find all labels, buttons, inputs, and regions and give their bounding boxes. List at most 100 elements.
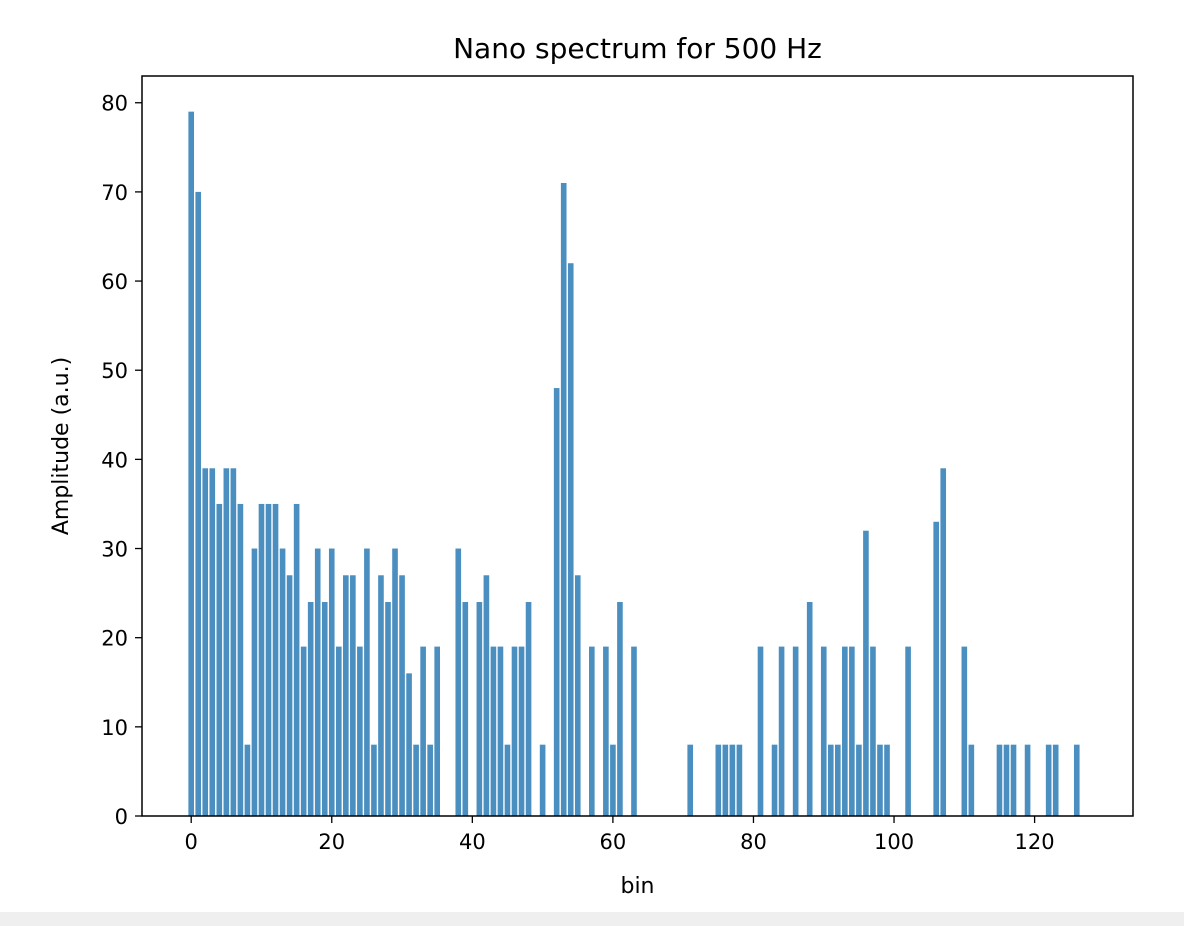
bar-bin-34	[427, 744, 433, 816]
bar-bin-119	[1024, 744, 1031, 816]
x-axis-label: bin	[620, 874, 654, 899]
bar-bin-10	[258, 503, 265, 816]
bar-bin-12	[272, 503, 279, 816]
bar-bin-16	[300, 646, 307, 816]
bar-bin-43	[490, 646, 497, 816]
bar-bin-97	[870, 646, 876, 816]
y-tick-label: 0	[115, 805, 128, 829]
bar-bin-98	[877, 744, 883, 816]
bar-bin-106	[933, 521, 940, 816]
y-tick-label: 50	[101, 359, 128, 383]
bar-bin-45	[504, 744, 511, 816]
bar-bin-115	[996, 744, 1003, 816]
bar-bin-9	[251, 548, 258, 816]
bar-bin-4	[216, 503, 223, 816]
bar-bin-24	[357, 646, 363, 816]
bar-bin-90	[820, 646, 827, 816]
bar-bin-77	[729, 744, 736, 816]
bar-bin-95	[856, 744, 862, 816]
bar-bin-27	[378, 575, 384, 816]
bar-bin-60	[610, 744, 616, 816]
bar-bin-25	[364, 548, 370, 816]
bar-bin-61	[617, 602, 623, 816]
x-tick-label: 60	[600, 830, 627, 854]
bar-bin-31	[406, 673, 412, 816]
y-tick-label: 40	[101, 448, 128, 472]
x-tick-label: 100	[874, 830, 914, 854]
bar-bin-32	[413, 744, 419, 816]
x-tick-label: 80	[740, 830, 767, 854]
bar-bin-55	[574, 575, 581, 816]
y-tick-label: 80	[101, 92, 128, 116]
bar-bin-75	[715, 744, 722, 816]
bar-bin-7	[237, 503, 244, 816]
bar-bin-110	[961, 646, 968, 816]
bar-bin-18	[314, 548, 321, 816]
bar-bin-28	[385, 602, 391, 816]
bar-bin-21	[335, 646, 342, 816]
bars-layer	[188, 111, 1080, 817]
bar-bin-59	[603, 646, 609, 816]
y-tick-label: 20	[101, 627, 128, 651]
bar-bin-5	[223, 468, 230, 816]
y-tick-label: 10	[101, 716, 128, 740]
bar-bin-54	[567, 263, 574, 817]
bar-bin-84	[778, 646, 785, 816]
bar-bin-52	[553, 388, 560, 816]
bar-bin-20	[328, 548, 335, 816]
bar-bin-0	[188, 111, 195, 816]
bar-bin-47	[518, 646, 525, 816]
y-axis-label: Amplitude (a.u.)	[49, 357, 74, 535]
bar-bin-76	[722, 744, 729, 816]
bar-bin-63	[631, 646, 637, 816]
bar-bin-23	[350, 575, 356, 816]
bottom-strip	[0, 912, 1184, 926]
bar-bin-6	[230, 468, 237, 816]
bar-bin-17	[307, 602, 314, 816]
bar-bin-123	[1052, 744, 1059, 816]
bar-bin-57	[589, 646, 595, 816]
x-axis-ticks: 0 20 40 60 80 100 120	[185, 816, 1055, 854]
bar-bin-26	[371, 744, 377, 816]
bar-bin-46	[511, 646, 518, 816]
x-tick-label: 0	[185, 830, 198, 854]
bar-bin-78	[736, 744, 743, 816]
bar-bin-122	[1045, 744, 1052, 816]
bar-bin-3	[209, 468, 216, 816]
bar-bin-29	[392, 548, 398, 816]
y-axis-ticks: 0 10 20 30 40 50 60 70 80	[101, 92, 142, 829]
bar-bin-13	[279, 548, 286, 816]
bar-bin-102	[905, 646, 911, 816]
bar-bin-116	[1003, 744, 1010, 816]
bar-bin-39	[462, 602, 469, 816]
x-tick-label: 120	[1015, 830, 1055, 854]
bar-bin-33	[420, 646, 426, 816]
bar-bin-41	[476, 602, 483, 816]
bar-bin-94	[849, 646, 855, 816]
y-tick-label: 60	[101, 270, 128, 294]
bar-bin-44	[497, 646, 504, 816]
bar-bin-92	[835, 744, 841, 816]
bar-bin-30	[399, 575, 405, 816]
bar-bin-42	[483, 575, 490, 816]
bar-bin-8	[244, 744, 251, 816]
plot-area-frame	[141, 75, 1134, 817]
bar-bin-48	[525, 602, 532, 816]
bar-bin-83	[771, 744, 778, 816]
bar-bin-35	[434, 646, 440, 816]
chart-title: Nano spectrum for 500 Hz	[453, 32, 822, 65]
bar-bin-107	[940, 468, 947, 816]
y-tick-label: 70	[101, 181, 128, 205]
bar-bin-19	[321, 602, 328, 816]
bar-bin-88	[806, 602, 813, 816]
bar-bin-126	[1073, 744, 1080, 816]
y-tick-label: 30	[101, 538, 128, 562]
bar-bin-2	[202, 468, 209, 816]
bar-bin-96	[863, 530, 869, 816]
bar-bin-14	[286, 575, 293, 816]
bar-bin-117	[1010, 744, 1017, 816]
bar-bin-38	[455, 548, 462, 816]
bar-bin-15	[293, 503, 300, 816]
